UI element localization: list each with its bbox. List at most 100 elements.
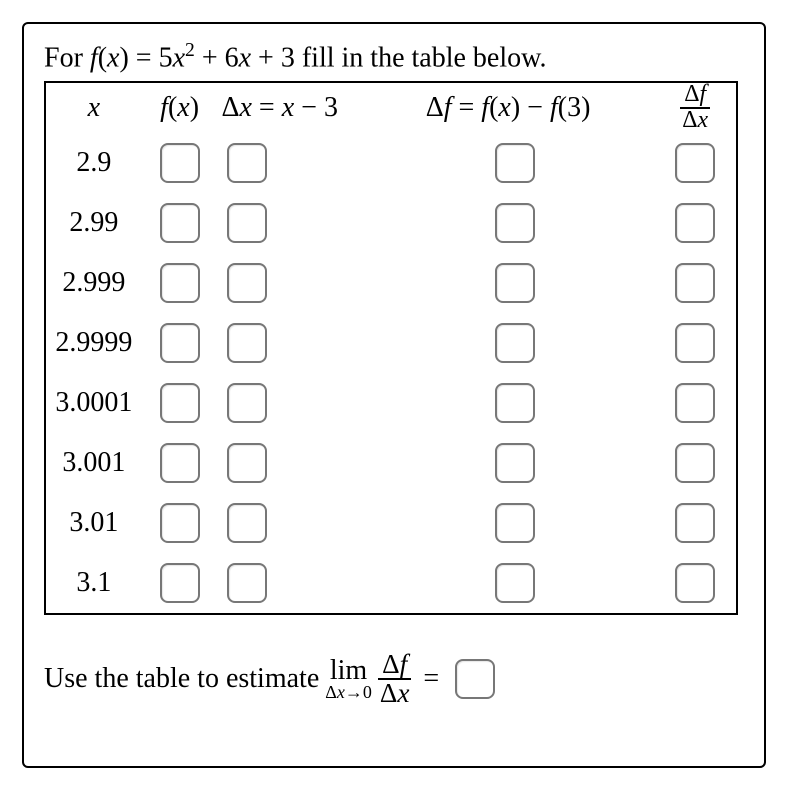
limit-answer-input[interactable] [455, 659, 495, 699]
hfx-close: ) [190, 92, 199, 123]
lu-dx-d: Δ [325, 682, 337, 702]
cell-dx [217, 253, 425, 313]
hdf-f3-c: ) [581, 92, 590, 123]
hdf-eq: = [458, 92, 481, 123]
fx-input[interactable] [160, 443, 200, 483]
paren-close: ) [119, 42, 128, 73]
hdf-f3-3: 3 [567, 92, 581, 123]
df-input[interactable] [495, 383, 535, 423]
cell-ratio [654, 493, 736, 553]
header-x: x [46, 83, 142, 133]
df-input[interactable] [495, 503, 535, 543]
table-container: x f(x) Δx = x − 3 Δf = f(x) [44, 81, 738, 615]
cell-dx [217, 193, 425, 253]
limit-operator: lim Δx→0 [325, 657, 372, 701]
dx-input[interactable] [227, 263, 267, 303]
hfx-open: ( [168, 92, 177, 123]
ratio-input[interactable] [675, 263, 715, 303]
df-input[interactable] [495, 443, 535, 483]
sym-f: f [90, 42, 98, 73]
df-input[interactable] [495, 263, 535, 303]
cell-ratio [654, 433, 736, 493]
cell-df [426, 193, 655, 253]
ratio-num: Δf [680, 83, 710, 109]
df-input[interactable] [495, 203, 535, 243]
cell-x: 3.01 [46, 493, 142, 553]
table-row: 2.99 [46, 193, 736, 253]
dx-input[interactable] [227, 383, 267, 423]
cell-dx [217, 553, 425, 613]
cell-fx [142, 133, 218, 193]
hdx-eq: = [259, 92, 282, 123]
sym-x-lin: x [239, 42, 251, 73]
cell-ratio [654, 553, 736, 613]
table-body: 2.92.992.9992.99993.00013.0013.013.1 [46, 133, 736, 613]
hdf-fx-c: ) [511, 92, 520, 123]
cell-dx [217, 493, 425, 553]
cell-x: 2.999 [46, 253, 142, 313]
hdx-x: x [239, 92, 251, 123]
ratio-input[interactable] [675, 203, 715, 243]
ratio-input[interactable] [675, 323, 715, 363]
hdx-d: Δ [221, 92, 239, 123]
cell-df [426, 253, 655, 313]
header-df: Δf = f(x) − f(3) [426, 83, 655, 133]
cell-dx [217, 313, 425, 373]
fx-input[interactable] [160, 383, 200, 423]
cell-fx [142, 433, 218, 493]
header-ratio: Δf Δx [654, 83, 736, 133]
fx-input[interactable] [160, 143, 200, 183]
dx-input[interactable] [227, 563, 267, 603]
table-row: 3.1 [46, 553, 736, 613]
ratio-input[interactable] [675, 443, 715, 483]
cell-ratio [654, 313, 736, 373]
dx-input[interactable] [227, 503, 267, 543]
dx-input[interactable] [227, 443, 267, 483]
dx-input[interactable] [227, 323, 267, 363]
sym-x: x [107, 42, 119, 73]
cell-df [426, 493, 655, 553]
table-row: 3.001 [46, 433, 736, 493]
cell-ratio [654, 133, 736, 193]
dx-input[interactable] [227, 143, 267, 183]
hx-label: x [88, 92, 100, 123]
hdf-f3-f: f [550, 92, 558, 123]
lu-dx-x: x [337, 682, 345, 702]
fx-input[interactable] [160, 503, 200, 543]
prompt-text: For f(x) = 5x2 + 6x + 3 fill in the tabl… [44, 38, 744, 77]
ratio-input[interactable] [675, 503, 715, 543]
table-header-row: x f(x) Δx = x − 3 Δf = f(x) [46, 83, 736, 133]
lu-zero: 0 [363, 682, 372, 702]
lim-eq: = [417, 663, 445, 695]
hfx-f: f [160, 92, 168, 123]
table-row: 2.9 [46, 133, 736, 193]
ratio-frac: Δf Δx [680, 83, 710, 133]
ratio-input[interactable] [675, 143, 715, 183]
df-input[interactable] [495, 143, 535, 183]
table-row: 2.999 [46, 253, 736, 313]
dx-input[interactable] [227, 203, 267, 243]
cell-ratio [654, 373, 736, 433]
ratio-input[interactable] [675, 383, 715, 423]
df-input[interactable] [495, 563, 535, 603]
hdf-d: Δ [426, 92, 444, 123]
header-fx: f(x) [142, 83, 218, 133]
fx-input[interactable] [160, 563, 200, 603]
limit-frac: Δf Δx [378, 651, 412, 707]
cell-dx [217, 373, 425, 433]
fx-input[interactable] [160, 323, 200, 363]
coef-6: 6 [225, 42, 239, 73]
hdx-m: − [301, 92, 324, 123]
exp-2: 2 [185, 40, 195, 61]
ratio-input[interactable] [675, 563, 715, 603]
cell-df [426, 133, 655, 193]
cell-x: 2.9999 [46, 313, 142, 373]
cell-ratio [654, 253, 736, 313]
eq-sign: = [129, 42, 159, 73]
cell-fx [142, 193, 218, 253]
fx-input[interactable] [160, 263, 200, 303]
lim-num: Δf [378, 651, 412, 680]
cell-fx [142, 373, 218, 433]
df-input[interactable] [495, 323, 535, 363]
fx-input[interactable] [160, 203, 200, 243]
